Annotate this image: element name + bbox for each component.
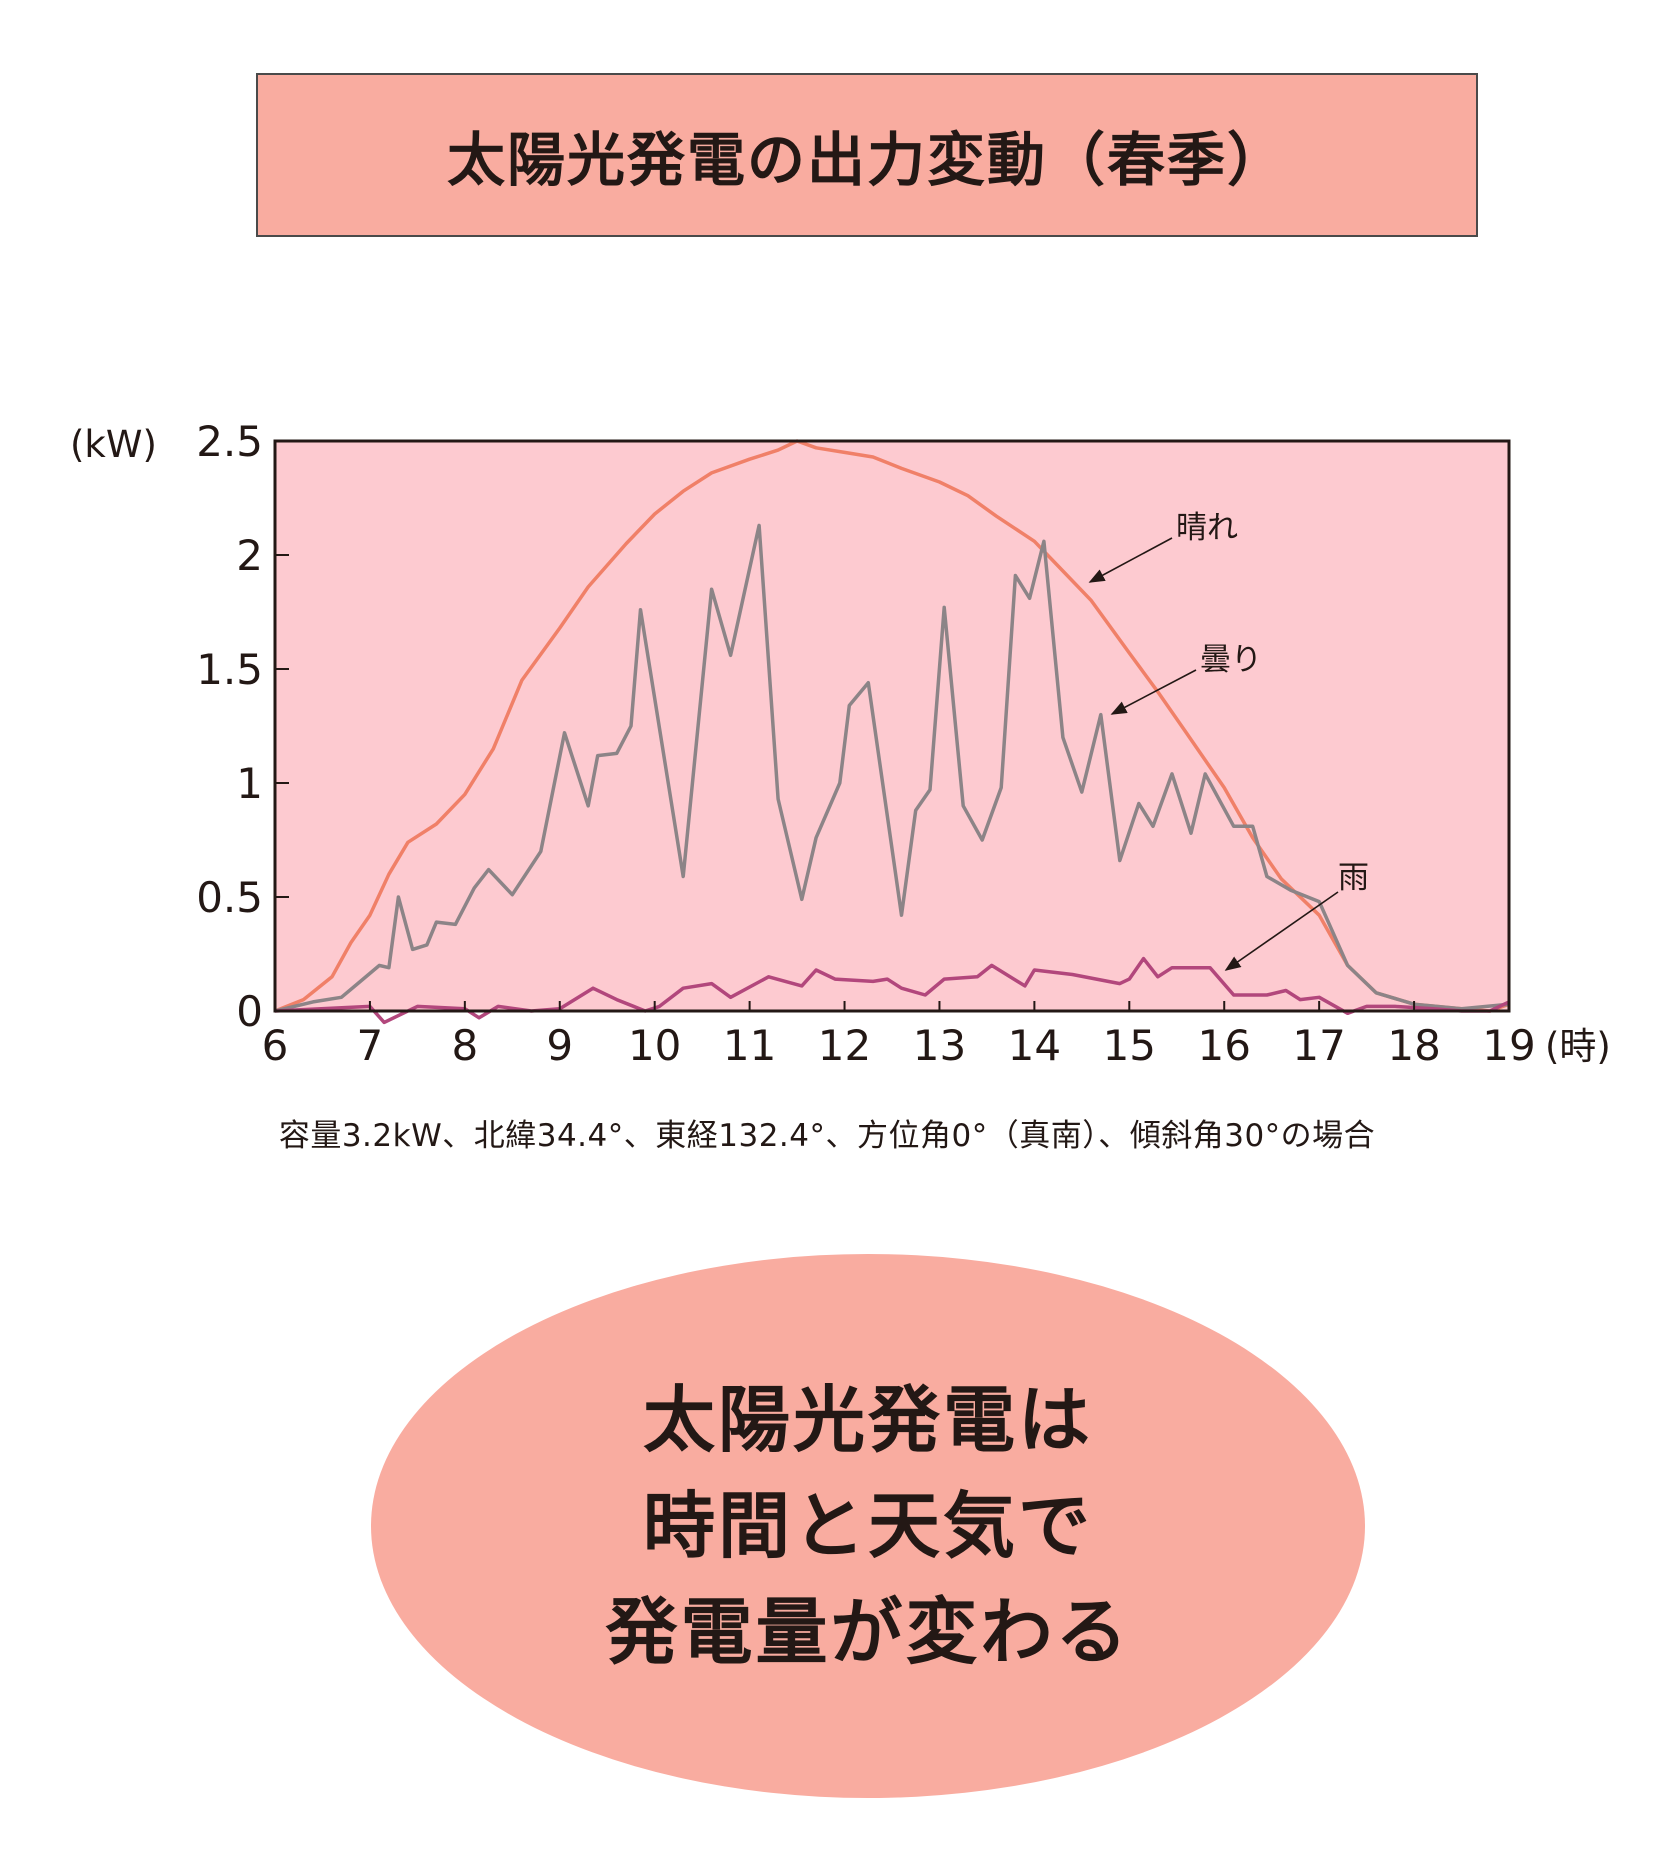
series-line-2 bbox=[274, 523, 1510, 1013]
x-tick-label: 14 bbox=[1008, 1021, 1061, 1070]
summary-bubble: 太陽光発電は 時間と天気で 発電量が変わる bbox=[371, 1254, 1365, 1798]
x-tick-label: 6 bbox=[262, 1021, 289, 1070]
bubble-line-2: 時間と天気で bbox=[642, 1484, 1093, 1568]
title-box: 太陽光発電の出力変動（春季） bbox=[256, 73, 1478, 237]
x-tick-label: 11 bbox=[723, 1021, 776, 1070]
y-tick-label: 1.5 bbox=[196, 645, 263, 694]
x-tick-label: 8 bbox=[451, 1021, 478, 1070]
chart-title: 太陽光発電の出力変動（春季） bbox=[446, 126, 1287, 194]
y-tick-label: 2 bbox=[236, 531, 263, 580]
x-tick-label: 12 bbox=[818, 1021, 871, 1070]
x-tick-label: 16 bbox=[1198, 1021, 1251, 1070]
annotation-label-1: 晴れ bbox=[1176, 510, 1238, 546]
x-tick-label: 10 bbox=[628, 1021, 681, 1070]
series-line-3 bbox=[274, 956, 1510, 1025]
annotation-arrow-2 bbox=[1110, 669, 1197, 715]
x-tick-label: 13 bbox=[913, 1021, 966, 1070]
x-tick-label: 7 bbox=[357, 1021, 384, 1070]
series-line-1 bbox=[274, 439, 1510, 1013]
plot-frame bbox=[273, 439, 1511, 1013]
bubble-line-3: 発電量が変わる bbox=[605, 1590, 1131, 1674]
annotation-label-3: 雨 bbox=[1338, 860, 1369, 896]
x-axis-unit: (時) bbox=[1545, 1025, 1611, 1068]
x-tick-label: 15 bbox=[1103, 1021, 1156, 1070]
y-tick-label: 2.5 bbox=[196, 417, 263, 466]
y-axis-unit: (kW) bbox=[70, 423, 157, 466]
annotation-arrow-3 bbox=[1224, 891, 1339, 971]
y-tick-label: 1 bbox=[236, 759, 263, 808]
x-tick-label: 18 bbox=[1387, 1021, 1440, 1070]
x-tick-label: 19 bbox=[1482, 1021, 1535, 1070]
x-tick-label: 9 bbox=[546, 1021, 573, 1070]
annotation-label-2: 曇り bbox=[1200, 642, 1262, 678]
annotation-arrow-1 bbox=[1088, 537, 1173, 583]
y-tick-label: 0 bbox=[236, 987, 263, 1036]
bubble-line-1: 太陽光発電は bbox=[642, 1378, 1093, 1462]
chart-footnote: 容量3.2kW、北緯34.4°、東経132.4°、方位角0°（真南）、傾斜角30… bbox=[278, 1118, 1376, 1154]
y-tick-label: 0.5 bbox=[196, 873, 263, 922]
chart-area: 6 7 8 9 10 11 12 13 14 15 16 17 18 19 0 0.5 1 1.5 2 2.5 (kW… bbox=[70, 417, 1611, 1070]
x-tick-label: 17 bbox=[1292, 1021, 1345, 1070]
